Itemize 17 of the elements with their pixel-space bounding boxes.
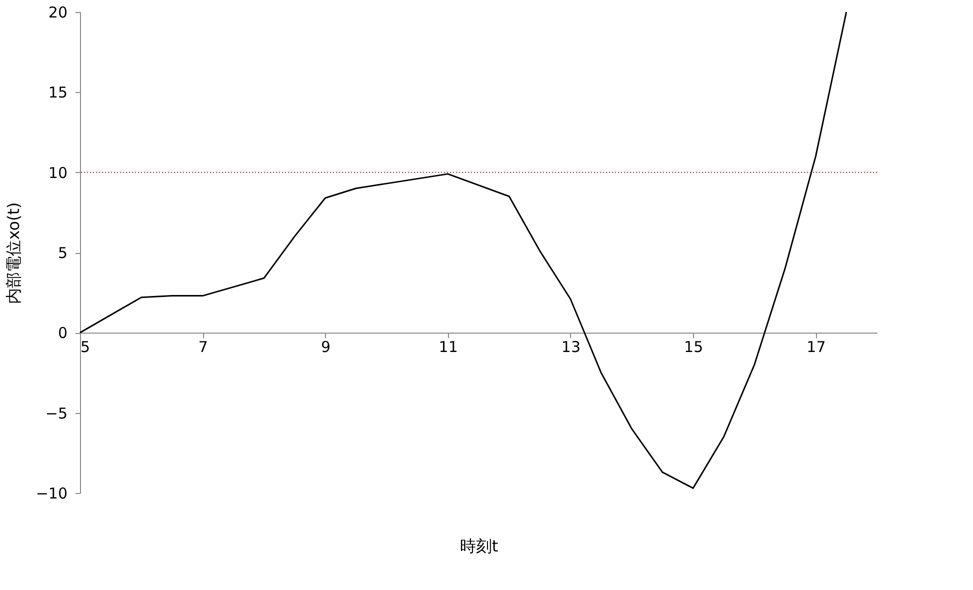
y-tick-label: −10	[36, 484, 68, 502]
x-tick-label: 15	[684, 338, 704, 356]
y-tick-label: 5	[58, 244, 68, 262]
x-axis-title: 時刻t	[460, 536, 498, 556]
line-series	[79, 11, 848, 489]
y-tick-label: −5	[45, 404, 68, 422]
y-tick-label: 10	[48, 164, 68, 182]
y-tick-label: 15	[48, 84, 68, 102]
x-tick-label: 17	[806, 338, 826, 356]
x-tick-label: 13	[561, 338, 581, 356]
y-axis-title: 内部電位xo(t)	[4, 202, 23, 304]
x-tick-label: 9	[320, 338, 331, 356]
y-tick-label: 0	[58, 324, 68, 342]
y-tick-label: 20	[48, 4, 68, 22]
x-tick-label: 11	[438, 338, 458, 356]
x-tick-label: 5	[80, 338, 90, 356]
x-tick-label: 7	[198, 338, 208, 356]
